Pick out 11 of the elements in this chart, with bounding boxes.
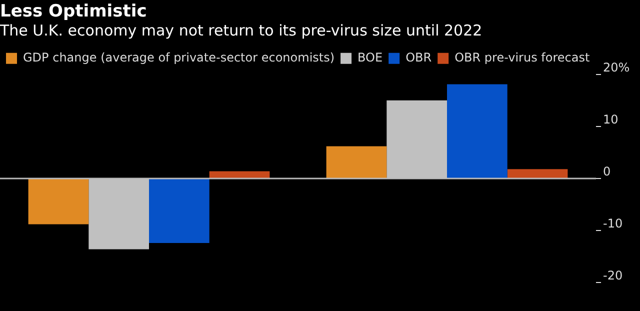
legend-label: BOE [358,50,383,65]
chart-subtitle: The U.K. economy may not return to its pre-virus size until 2022 [0,21,482,40]
chart-title: Less Optimistic [0,2,147,22]
y-tick-label: 20% [603,60,630,75]
legend-label: GDP change (average of private-sector economists) [23,50,335,65]
legend-label: OBR pre-virus forecast [454,50,590,65]
y-tick-label: 0 [603,164,611,179]
legend-label: OBR [406,50,432,65]
y-tick-label: 10 [603,112,618,127]
y-tick-label: -20 [603,268,623,283]
y-tick-label: -10 [603,216,623,231]
